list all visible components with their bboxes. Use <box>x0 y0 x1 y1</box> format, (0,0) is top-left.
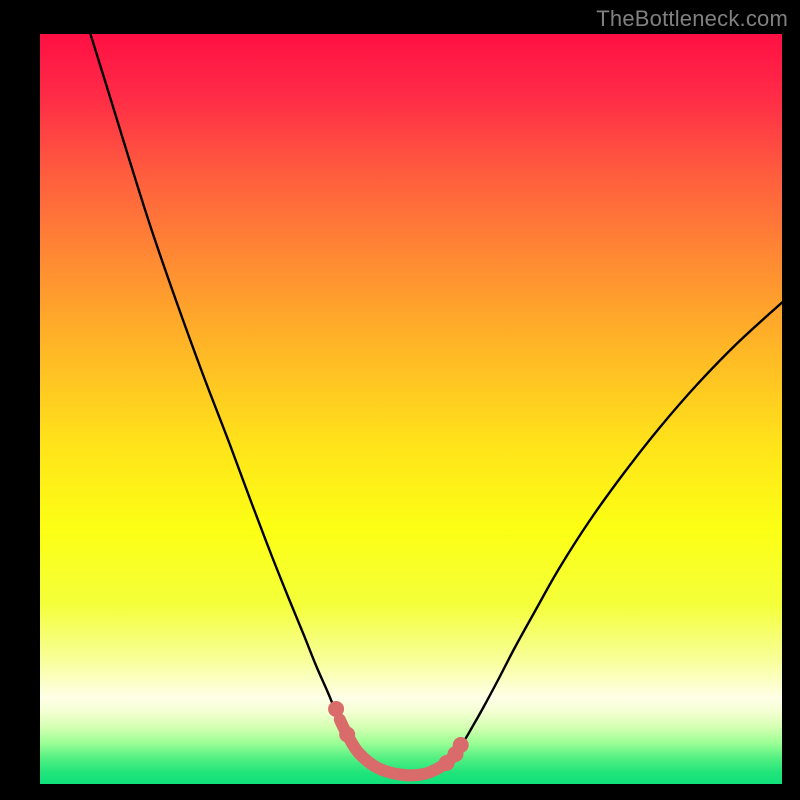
flat-marker-dots <box>328 701 469 771</box>
flat-marker-dot <box>339 727 355 743</box>
flat-marker-dot <box>453 737 469 753</box>
plot-area <box>40 34 782 784</box>
watermark-text: TheBottleneck.com <box>596 6 788 32</box>
flat-marker-segment <box>340 720 456 776</box>
flat-marker-dot <box>328 701 344 717</box>
bottleneck-curve <box>90 34 782 777</box>
chart-svg <box>40 34 782 784</box>
